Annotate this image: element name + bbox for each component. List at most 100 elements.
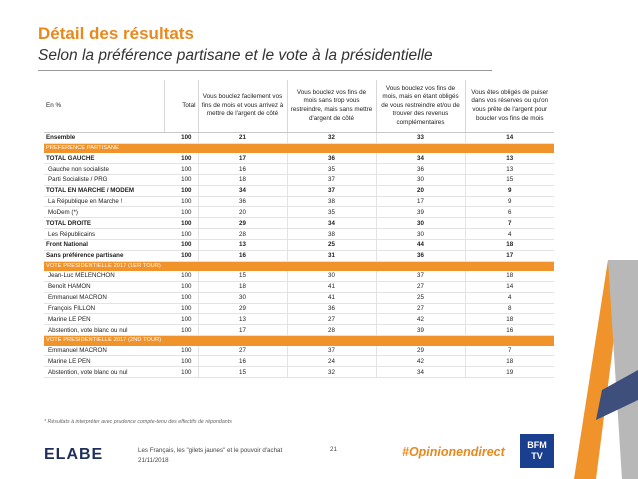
row-value-q2: 38: [286, 196, 376, 208]
table-row: La République en Marche ! 100 36 38 17 9: [44, 196, 554, 208]
table-row: Gauche non socialiste 100 16 35 36 13: [44, 163, 554, 175]
row-value-q2: 41: [286, 292, 376, 304]
row-value-q4: 4: [464, 228, 554, 240]
header-label: En %: [44, 80, 164, 133]
table-row: Benoît HAMON 100 18 41 27 14: [44, 281, 554, 293]
row-label: La République en Marche !: [44, 196, 164, 208]
row-value-q2: 37: [286, 345, 376, 357]
row-value-q2: 24: [286, 355, 376, 368]
row-total: 100: [164, 292, 198, 304]
deco-stroke-grey: [608, 260, 638, 479]
row-value-q3: 39: [375, 206, 465, 219]
row-value-q3: 27: [375, 281, 465, 293]
row-value-q4: 9: [464, 196, 554, 208]
row-value-q2: 41: [286, 281, 376, 293]
row-total: 100: [164, 281, 198, 293]
row-label: Gauche non socialiste: [44, 163, 164, 175]
row-value-q1: 16: [197, 250, 287, 262]
results-table: En % Total Vous bouclez facilement vos f…: [44, 80, 554, 379]
row-value-q3: 25: [375, 292, 465, 304]
row-value-q1: 36: [197, 196, 287, 208]
row-value-q4: 13: [464, 152, 554, 165]
row-total: 100: [164, 366, 198, 379]
row-value-q3: 30: [375, 217, 465, 230]
header-q1: Vous bouclez facilement vos fins de mois…: [197, 80, 287, 133]
row-value-q1: 18: [197, 174, 287, 186]
row-label: Emmanuel MACRON: [44, 292, 164, 304]
bfmtv-logo-line2: TV: [531, 451, 543, 461]
study-date: 21/11/2018: [138, 456, 169, 464]
row-value-q3: 39: [375, 324, 465, 337]
row-value-q4: 17: [464, 250, 554, 262]
row-value-q3: 30: [375, 228, 465, 240]
row-label: Marine LE PEN: [44, 313, 164, 326]
bfmtv-logo: BFM TV: [520, 434, 554, 468]
header-q2: Vous bouclez vos fins de mois sans trop …: [286, 80, 376, 133]
row-value-q1: 16: [197, 355, 287, 368]
row-value-q1: 29: [197, 217, 287, 230]
row-value-q2: 35: [286, 163, 376, 175]
table-row: TOTAL GAUCHE 100 17 36 34 13: [44, 152, 554, 165]
table-row: Les Républicains 100 28 38 30 4: [44, 228, 554, 240]
row-total: 100: [164, 132, 198, 144]
deco-stroke-blue: [596, 370, 638, 420]
row-value-q3: 33: [375, 132, 465, 144]
elabe-logo: ELABE: [44, 446, 104, 463]
table-body: Ensemble 100 21 32 33 14 PREFERENCE PARTISANE T…: [44, 132, 554, 379]
row-value-q4: 13: [464, 163, 554, 175]
row-total: 100: [164, 152, 198, 165]
row-total: 100: [164, 239, 198, 251]
table-row: Front National 100 13 25 44 18: [44, 239, 554, 251]
row-total: 100: [164, 163, 198, 175]
row-label: Abstention, vote blanc ou nul: [44, 324, 164, 337]
row-value-q4: 7: [464, 217, 554, 230]
row-label: TOTAL GAUCHE: [44, 152, 164, 165]
row-label: MoDem (*): [44, 206, 164, 219]
row-value-q2: 34: [286, 217, 376, 230]
bfmtv-logo-line1: BFM: [527, 440, 547, 450]
row-value-q2: 27: [286, 313, 376, 326]
section-row: VOTE PRESIDENTIELLE 2017 (2ND TOUR): [44, 335, 554, 346]
row-value-q3: 34: [375, 366, 465, 379]
section-label: VOTE PRESIDENTIELLE 2017 (1ER TOUR): [44, 261, 554, 272]
row-value-q3: 30: [375, 174, 465, 186]
row-value-q1: 16: [197, 163, 287, 175]
section-row: PREFERENCE PARTISANE: [44, 143, 554, 154]
row-total: 100: [164, 324, 198, 337]
decorative-a-logo: [574, 260, 638, 479]
page-number: 21: [330, 446, 337, 453]
table-row: Jean-Luc MELENCHON 100 15 30 37 18: [44, 270, 554, 282]
row-value-q1: 28: [197, 228, 287, 240]
row-total: 100: [164, 228, 198, 240]
row-value-q1: 13: [197, 313, 287, 326]
table-row: Abstention, vote blanc ou nul 100 17 28 39 16: [44, 324, 554, 337]
row-label: TOTAL DROITE: [44, 217, 164, 230]
row-value-q3: 27: [375, 303, 465, 315]
row-value-q4: 6: [464, 206, 554, 219]
table-row: Emmanuel MACRON 100 30 41 25 4: [44, 292, 554, 304]
row-value-q1: 17: [197, 324, 287, 337]
row-value-q4: 16: [464, 324, 554, 337]
row-label: Abstention, vote blanc ou nul: [44, 366, 164, 379]
table-row: TOTAL DROITE 100 29 34 30 7: [44, 217, 554, 230]
page-title: Détail des résultats: [38, 24, 194, 43]
row-value-q2: 35: [286, 206, 376, 219]
footer-study: Les Français, les "gilets jaunes" et le …: [138, 446, 282, 465]
study-title: Les Français, les "gilets jaunes" et le …: [138, 447, 283, 454]
row-value-q1: 29: [197, 303, 287, 315]
row-total: 100: [164, 250, 198, 262]
row-value-q2: 36: [286, 303, 376, 315]
row-total: 100: [164, 185, 198, 197]
row-total: 100: [164, 217, 198, 230]
table-row: Emmanuel MACRON 100 27 37 29 7: [44, 345, 554, 357]
table-row: Marine LE PEN 100 13 27 42 18: [44, 313, 554, 326]
row-total: 100: [164, 206, 198, 219]
row-value-q3: 37: [375, 270, 465, 282]
row-total: 100: [164, 313, 198, 326]
row-label: Ensemble: [44, 132, 164, 144]
row-value-q1: 27: [197, 345, 287, 357]
row-label: Parti Socialiste / PRG: [44, 174, 164, 186]
row-value-q4: 7: [464, 345, 554, 357]
page-subtitle: Selon la préférence partisane et le vote…: [38, 47, 433, 64]
row-value-q3: 29: [375, 345, 465, 357]
